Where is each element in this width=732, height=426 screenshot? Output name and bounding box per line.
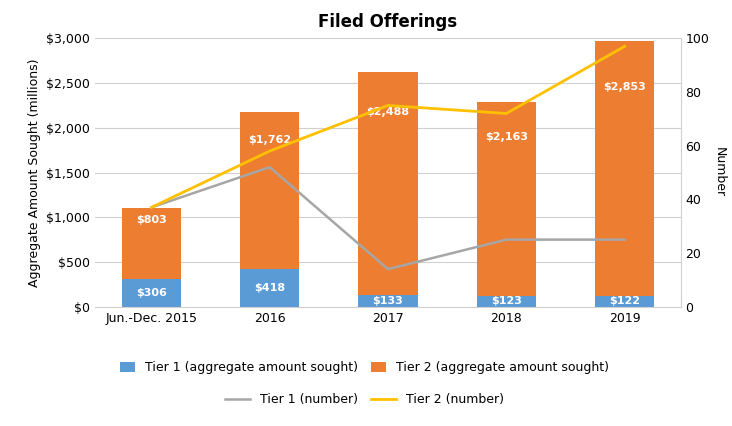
Bar bbox=[359, 72, 417, 295]
Bar bbox=[477, 102, 536, 296]
Line: Tier 2 (number): Tier 2 (number) bbox=[152, 46, 624, 207]
Tier 2 (number) bbox=[502, 111, 511, 116]
Tier 2 (number) bbox=[265, 149, 274, 154]
Bar bbox=[122, 279, 181, 307]
Tier 1 (number) bbox=[265, 164, 274, 170]
Text: $1,762: $1,762 bbox=[248, 135, 291, 145]
Text: $122: $122 bbox=[609, 296, 640, 306]
Bar bbox=[359, 295, 417, 307]
Text: $123: $123 bbox=[491, 296, 522, 306]
Bar bbox=[240, 269, 299, 307]
Text: $2,488: $2,488 bbox=[367, 107, 409, 117]
Tier 2 (number) bbox=[620, 44, 629, 49]
Tier 2 (number) bbox=[384, 103, 392, 108]
Bar bbox=[122, 207, 181, 279]
Y-axis label: Aggregate Amount Sought (millions): Aggregate Amount Sought (millions) bbox=[28, 58, 41, 287]
Tier 1 (number) bbox=[620, 237, 629, 242]
Bar bbox=[595, 40, 654, 296]
Text: $418: $418 bbox=[254, 283, 285, 293]
Tier 1 (number) bbox=[384, 267, 392, 272]
Text: $2,163: $2,163 bbox=[485, 132, 528, 142]
Bar bbox=[477, 296, 536, 307]
Text: $803: $803 bbox=[136, 216, 167, 225]
Text: $306: $306 bbox=[136, 288, 167, 298]
Line: Tier 1 (number): Tier 1 (number) bbox=[152, 167, 624, 269]
Tier 2 (number) bbox=[147, 205, 156, 210]
Text: $133: $133 bbox=[373, 296, 403, 306]
Title: Filed Offerings: Filed Offerings bbox=[318, 13, 458, 31]
Tier 1 (number) bbox=[502, 237, 511, 242]
Bar bbox=[595, 296, 654, 307]
Legend: Tier 1 (number), Tier 2 (number): Tier 1 (number), Tier 2 (number) bbox=[225, 394, 504, 406]
Text: $2,853: $2,853 bbox=[603, 81, 646, 92]
Tier 1 (number) bbox=[147, 205, 156, 210]
Bar bbox=[240, 112, 299, 269]
Y-axis label: Number: Number bbox=[713, 147, 726, 198]
